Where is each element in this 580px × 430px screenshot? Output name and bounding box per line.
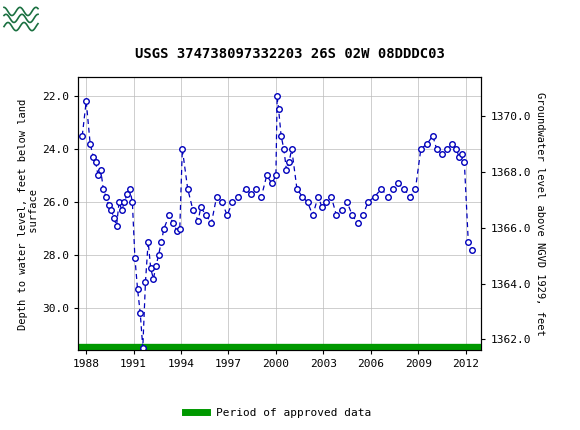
Text: USGS: USGS bbox=[42, 13, 89, 28]
Y-axis label: Depth to water level, feet below land
 surface: Depth to water level, feet below land su… bbox=[18, 98, 39, 329]
Y-axis label: Groundwater level above NGVD 1929, feet: Groundwater level above NGVD 1929, feet bbox=[535, 92, 545, 336]
Legend: Period of approved data: Period of approved data bbox=[181, 403, 376, 422]
Text: USGS 374738097332203 26S 02W 08DDDC03: USGS 374738097332203 26S 02W 08DDDC03 bbox=[135, 47, 445, 61]
Bar bbox=[4, 3, 76, 37]
